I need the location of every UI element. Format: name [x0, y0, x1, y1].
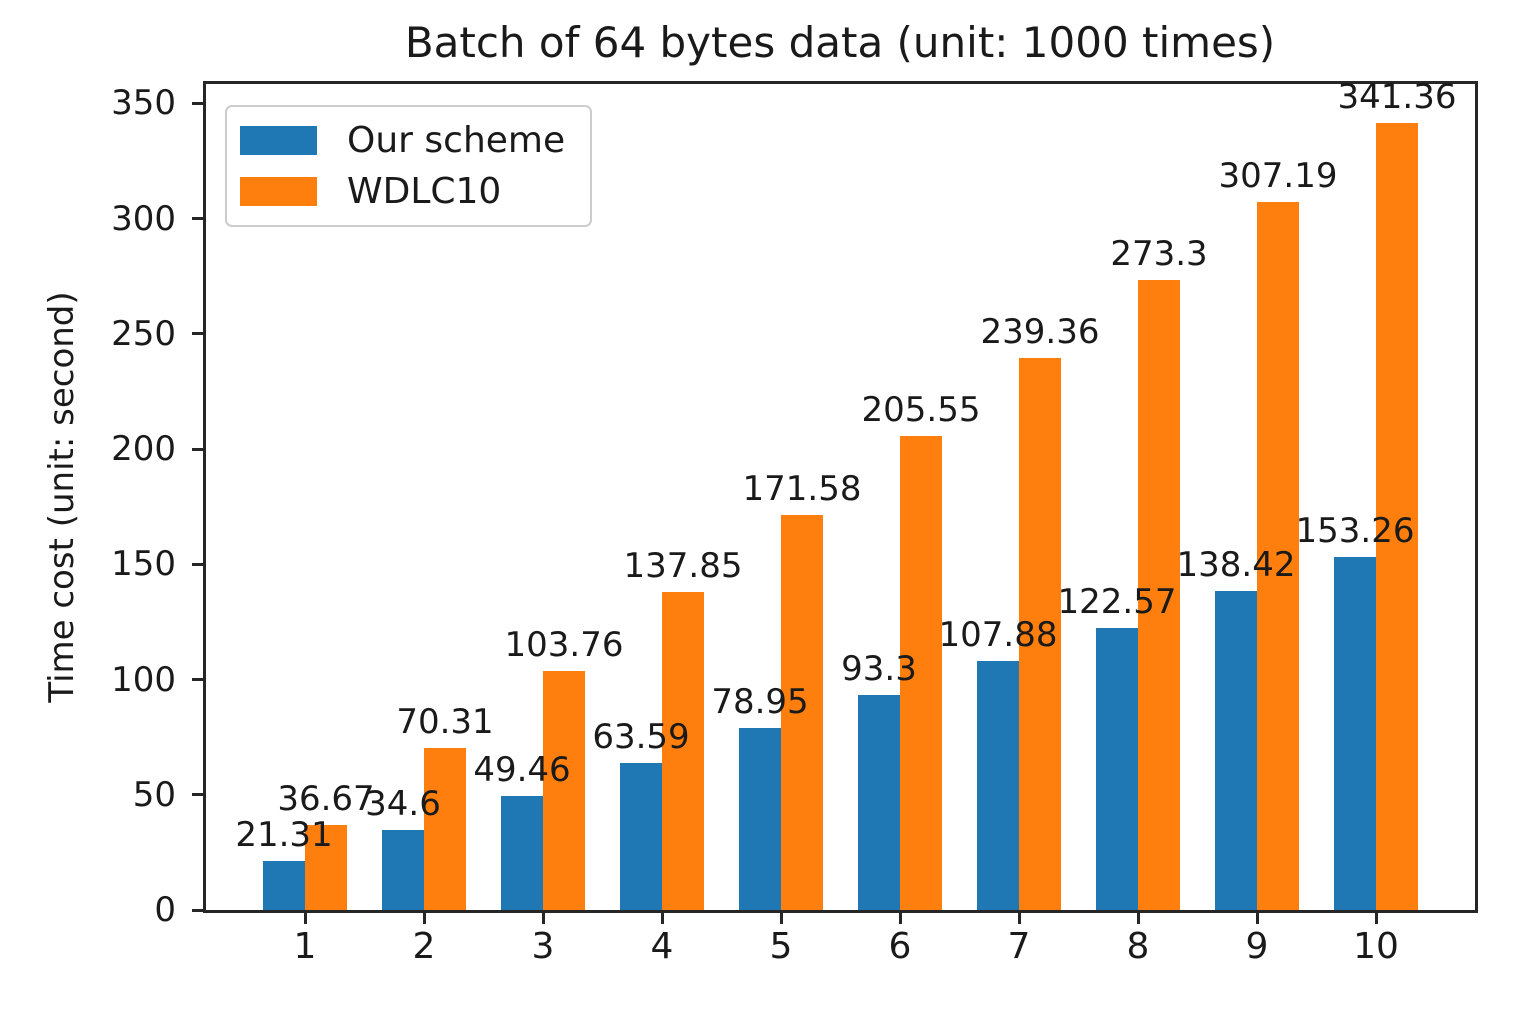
y-tick-mark	[192, 447, 206, 451]
x-tick-mark	[779, 910, 783, 924]
value-label: 205.55	[861, 390, 981, 431]
y-tick-mark	[192, 678, 206, 682]
y-tick-mark	[192, 908, 206, 912]
value-label: 70.31	[396, 701, 494, 742]
legend-label-wdlc10: WDLC10	[347, 171, 502, 212]
value-label: 122.57	[1057, 581, 1177, 622]
x-tick-label: 8	[1126, 926, 1150, 967]
x-tick-mark	[422, 910, 426, 924]
x-tick-mark	[303, 910, 307, 924]
y-tick-label: 250	[111, 313, 176, 354]
legend-row-our-scheme: Our scheme	[240, 120, 590, 161]
bar-wdlc10-8	[1138, 280, 1180, 910]
legend-swatch-wdlc10-icon	[240, 177, 317, 206]
x-tick-label: 6	[888, 926, 912, 967]
value-label: 36.67	[277, 779, 375, 820]
value-label: 21.31	[235, 814, 333, 855]
bar-our-scheme-6	[858, 694, 900, 910]
legend-label-our-scheme: Our scheme	[347, 120, 566, 161]
y-tick-label: 200	[111, 429, 176, 470]
y-tick-mark	[192, 562, 206, 566]
value-label: 137.85	[623, 546, 743, 587]
y-tick-label: 300	[111, 198, 176, 239]
y-tick-label: 350	[111, 83, 176, 124]
bar-wdlc10-7	[1019, 358, 1061, 910]
bar-our-scheme-9	[1215, 590, 1257, 910]
value-label: 78.95	[711, 682, 809, 723]
x-tick-label: 3	[531, 926, 555, 967]
legend: Our scheme WDLC10	[225, 105, 592, 227]
bar-our-scheme-8	[1096, 627, 1138, 910]
value-label: 93.3	[841, 648, 917, 689]
x-tick-label: 5	[769, 926, 793, 967]
value-label: 138.42	[1176, 544, 1296, 585]
y-tick-label: 150	[111, 544, 176, 585]
x-tick-label: 1	[293, 926, 317, 967]
bar-wdlc10-9	[1257, 202, 1299, 910]
x-tick-mark	[660, 910, 664, 924]
value-label: 239.36	[980, 312, 1100, 353]
x-tick-label: 10	[1353, 926, 1399, 967]
chart-title: Batch of 64 bytes data (unit: 1000 times…	[404, 18, 1276, 67]
y-tick-label: 0	[154, 890, 176, 930]
bar-wdlc10-4	[662, 592, 704, 910]
bar-our-scheme-1	[263, 860, 305, 910]
value-label: 107.88	[938, 615, 1058, 656]
y-tick-mark	[192, 793, 206, 797]
value-label: 63.59	[592, 717, 690, 758]
y-tick-mark	[192, 217, 206, 221]
bar-wdlc10-3	[543, 670, 585, 910]
value-label: 307.19	[1218, 156, 1338, 197]
x-tick-mark	[1374, 910, 1378, 924]
y-tick-label: 50	[132, 774, 176, 815]
value-label: 273.3	[1110, 234, 1208, 275]
x-tick-mark	[1136, 910, 1140, 924]
value-label: 103.76	[504, 624, 624, 665]
x-tick-mark	[1017, 910, 1021, 924]
y-tick-mark	[192, 332, 206, 336]
x-tick-label: 7	[1007, 926, 1031, 967]
y-tick-label: 100	[111, 659, 176, 700]
x-tick-mark	[541, 910, 545, 924]
value-label: 171.58	[742, 468, 862, 509]
legend-swatch-our-scheme-icon	[240, 126, 317, 155]
legend-row-wdlc10: WDLC10	[240, 171, 590, 212]
bar-wdlc10-1	[305, 825, 347, 910]
bar-our-scheme-2	[382, 830, 424, 910]
bar-our-scheme-5	[739, 728, 781, 910]
value-label: 341.36	[1337, 77, 1457, 118]
bar-our-scheme-4	[620, 763, 662, 910]
bar-wdlc10-5	[781, 514, 823, 910]
x-tick-label: 9	[1245, 926, 1269, 967]
value-label: 34.6	[365, 784, 441, 825]
bar-our-scheme-3	[501, 796, 543, 910]
y-tick-mark	[192, 101, 206, 105]
x-tick-label: 2	[412, 926, 436, 967]
value-label: 153.26	[1295, 510, 1415, 551]
x-tick-label: 4	[650, 926, 674, 967]
x-tick-mark	[1255, 910, 1259, 924]
y-axis-label: Time cost (unit: second)	[42, 291, 82, 703]
bar-wdlc10-6	[900, 436, 942, 910]
value-label: 49.46	[473, 750, 571, 790]
bar-wdlc10-2	[424, 747, 466, 910]
bar-our-scheme-10	[1334, 556, 1376, 910]
bar-wdlc10-10	[1376, 123, 1418, 910]
x-tick-mark	[898, 910, 902, 924]
bar-our-scheme-7	[977, 661, 1019, 910]
